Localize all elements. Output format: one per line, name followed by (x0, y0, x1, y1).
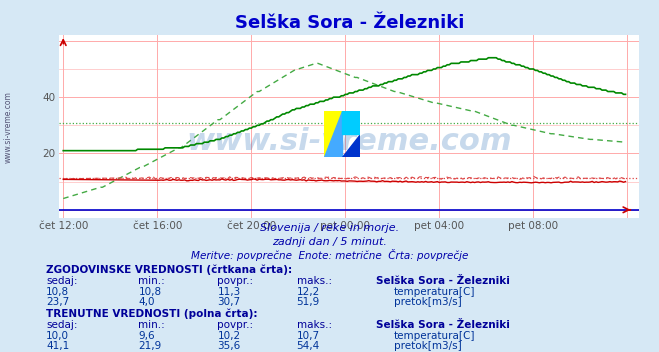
Text: TRENUTNE VREDNOSTI (polna črta):: TRENUTNE VREDNOSTI (polna črta): (46, 308, 258, 319)
Text: pretok[m3/s]: pretok[m3/s] (394, 341, 462, 351)
Text: 10,7: 10,7 (297, 331, 320, 341)
Text: sedaj:: sedaj: (46, 276, 78, 287)
Text: 30,7: 30,7 (217, 297, 241, 307)
Polygon shape (324, 111, 343, 157)
Polygon shape (343, 134, 360, 157)
Polygon shape (324, 111, 343, 157)
Text: min.:: min.: (138, 276, 165, 287)
Text: 54,4: 54,4 (297, 341, 320, 351)
Text: 10,2: 10,2 (217, 331, 241, 341)
Text: 41,1: 41,1 (46, 341, 69, 351)
Text: maks.:: maks.: (297, 276, 331, 287)
Text: min.:: min.: (138, 320, 165, 330)
Text: Slovenija / reke in morje.: Slovenija / reke in morje. (260, 222, 399, 233)
Text: 35,6: 35,6 (217, 341, 241, 351)
Text: ZGODOVINSKE VREDNOSTI (črtkana črta):: ZGODOVINSKE VREDNOSTI (črtkana črta): (46, 264, 292, 275)
Text: povpr.:: povpr.: (217, 320, 254, 330)
Text: 21,9: 21,9 (138, 341, 161, 351)
Text: www.si-vreme.com: www.si-vreme.com (4, 91, 13, 163)
Text: 11,3: 11,3 (217, 287, 241, 297)
Text: Meritve: povprečne  Enote: metrične  Črta: povprečje: Meritve: povprečne Enote: metrične Črta:… (191, 249, 468, 261)
Text: temperatura[C]: temperatura[C] (394, 331, 476, 341)
Text: 10,8: 10,8 (138, 287, 161, 297)
Text: sedaj:: sedaj: (46, 320, 78, 330)
Text: 51,9: 51,9 (297, 297, 320, 307)
Title: Selška Sora - Železniki: Selška Sora - Železniki (235, 14, 464, 32)
Text: 12,2: 12,2 (297, 287, 320, 297)
Polygon shape (343, 111, 360, 134)
Text: temperatura[C]: temperatura[C] (394, 287, 476, 297)
Text: 9,6: 9,6 (138, 331, 155, 341)
Text: 4,0: 4,0 (138, 297, 155, 307)
Text: pretok[m3/s]: pretok[m3/s] (394, 297, 462, 307)
Text: maks.:: maks.: (297, 320, 331, 330)
Text: 10,8: 10,8 (46, 287, 69, 297)
Text: Selška Sora - Železniki: Selška Sora - Železniki (376, 276, 509, 287)
Text: Selška Sora - Železniki: Selška Sora - Železniki (376, 320, 509, 330)
Text: www.si-vreme.com: www.si-vreme.com (186, 127, 512, 156)
Text: 23,7: 23,7 (46, 297, 69, 307)
Text: povpr.:: povpr.: (217, 276, 254, 287)
Text: zadnji dan / 5 minut.: zadnji dan / 5 minut. (272, 237, 387, 247)
Text: 10,0: 10,0 (46, 331, 69, 341)
